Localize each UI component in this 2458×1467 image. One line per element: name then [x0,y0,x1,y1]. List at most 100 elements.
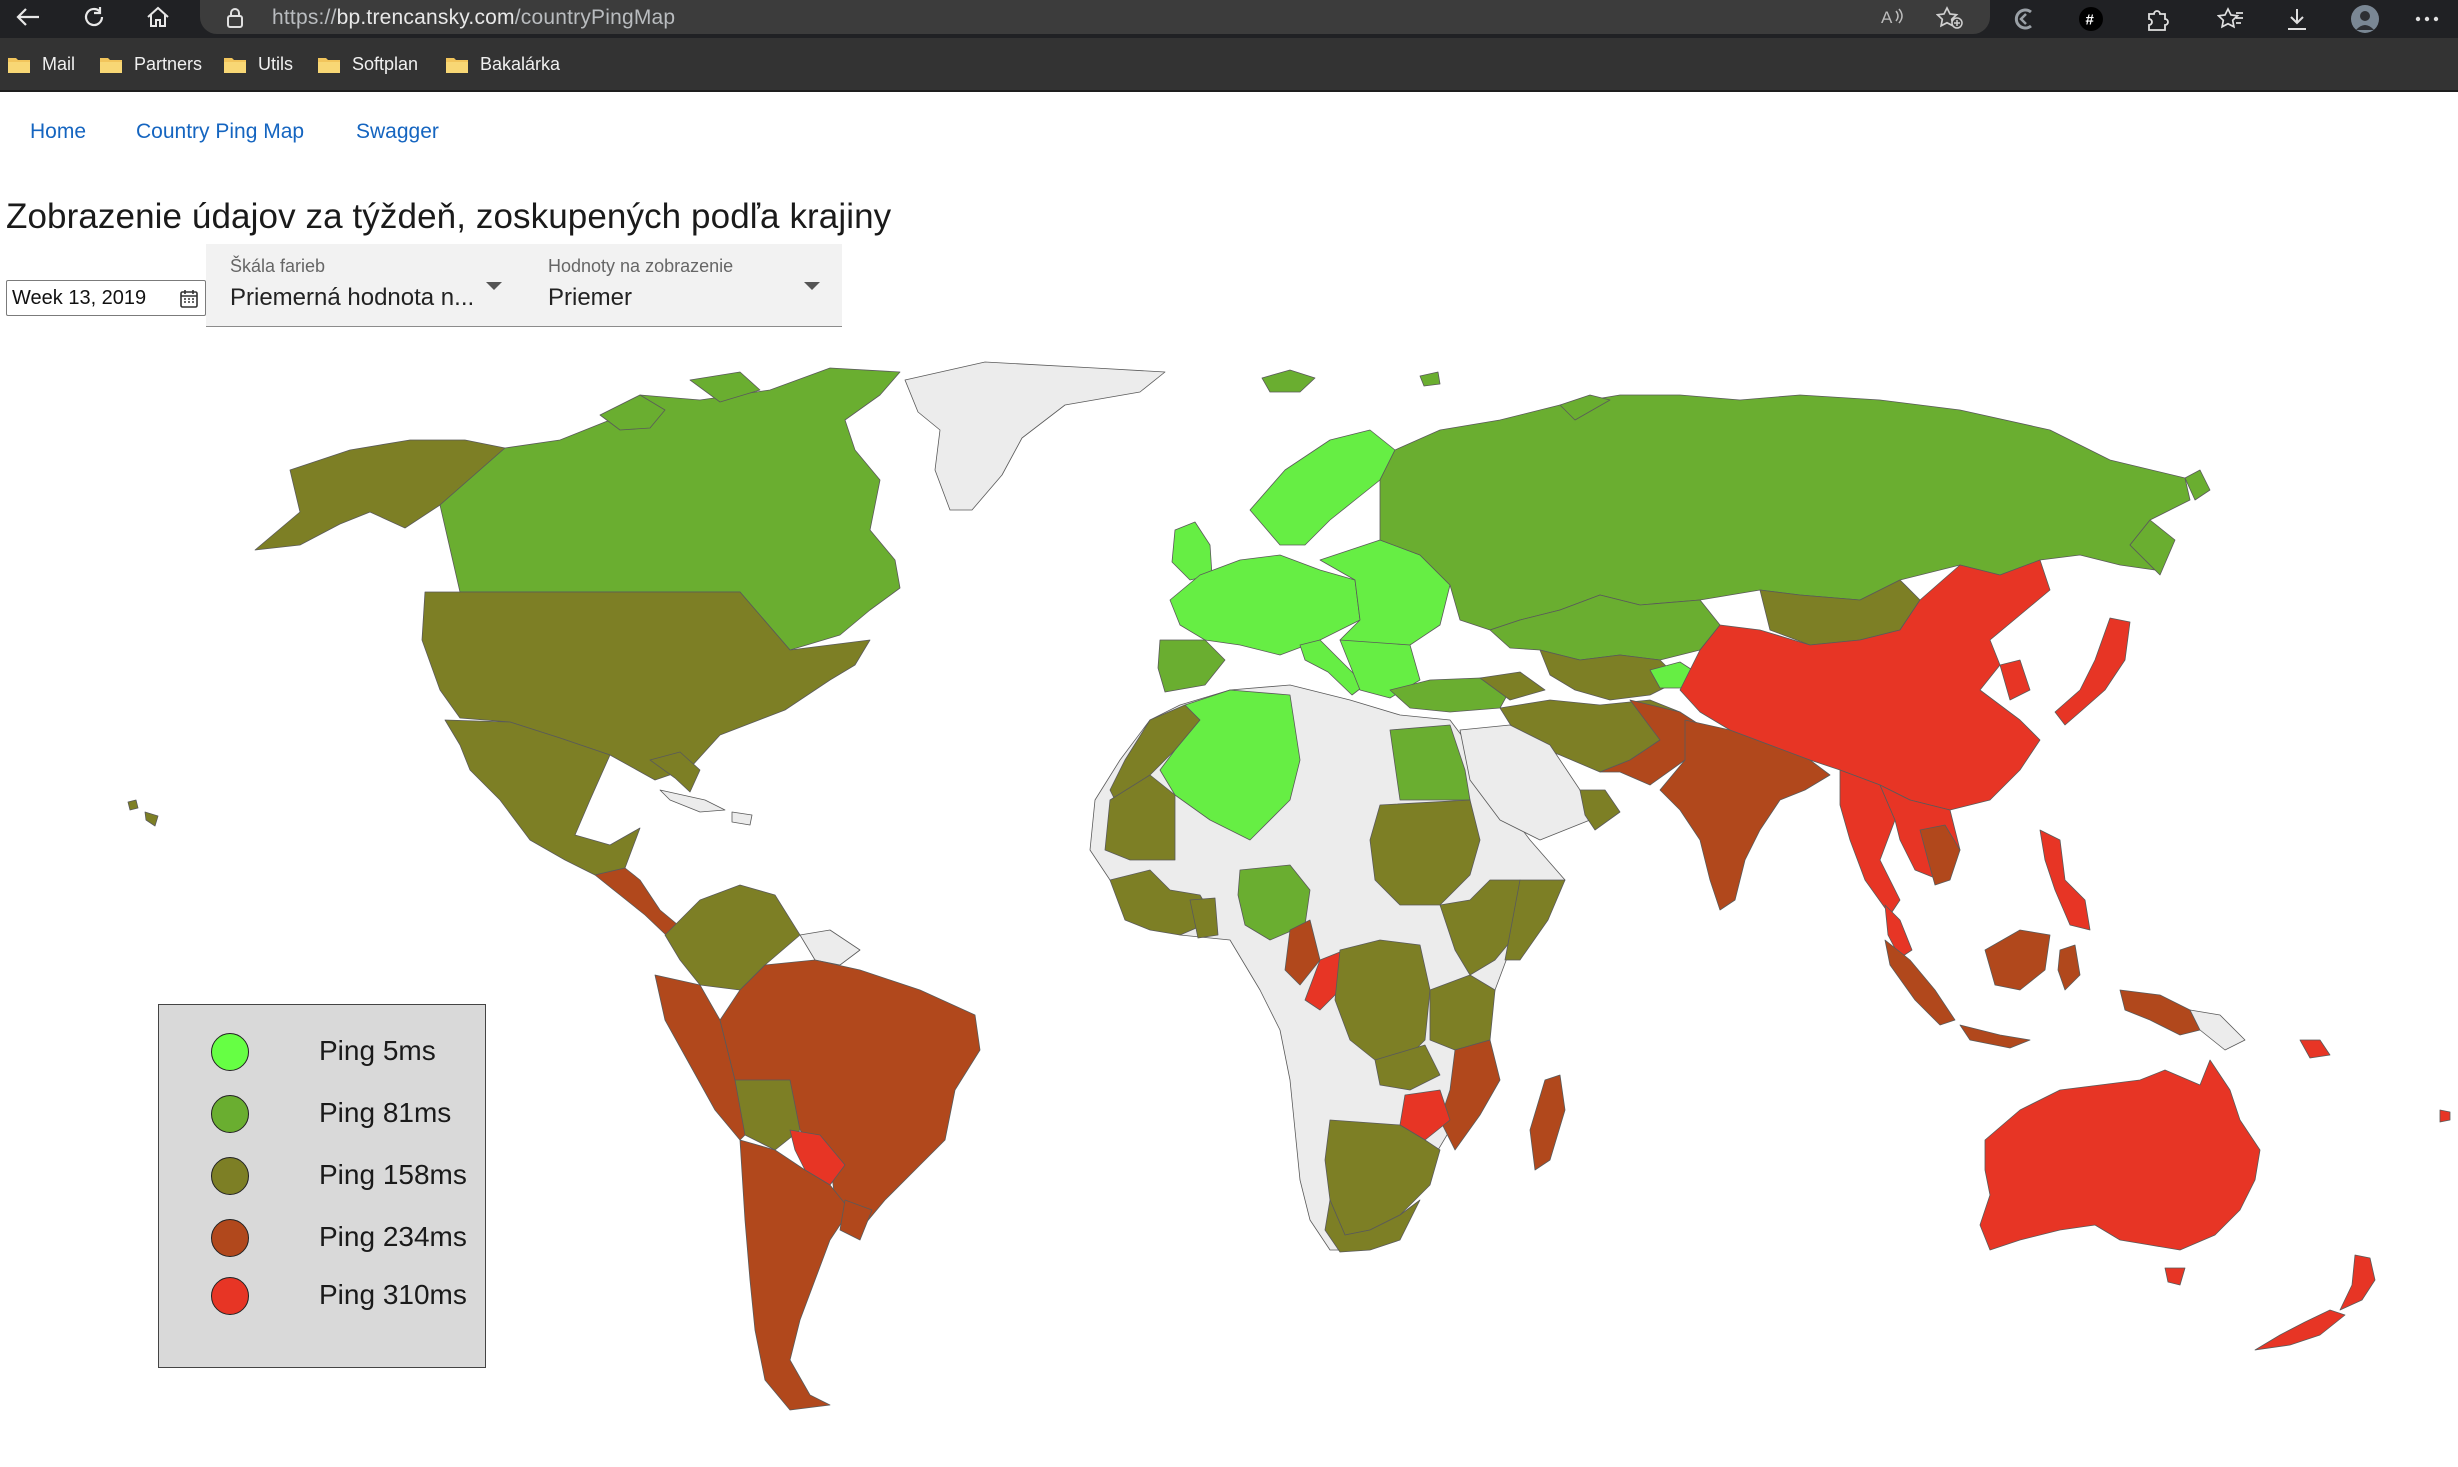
region-argentina-chile[interactable] [739,1139,851,1411]
region-borneo[interactable] [1984,929,2051,991]
region-hawaii[interactable] [144,811,159,827]
region-iberia[interactable] [1157,639,1226,693]
region-mozambique[interactable] [1439,1039,1501,1151]
region-bolivia[interactable] [734,1079,801,1151]
read-aloud-icon[interactable]: A [1880,6,1906,28]
region-oman[interactable] [1579,789,1621,831]
address-bar[interactable]: https://bp.trencansky.com/countryPingMap… [200,0,1990,34]
folder-icon [318,57,340,73]
region-south-africa[interactable] [1324,1199,1421,1253]
region-usa-florida[interactable] [649,751,701,793]
region-korea[interactable] [1999,659,2031,701]
region-guianas[interactable] [799,929,861,966]
region-russia-chukotka[interactable] [2184,469,2211,501]
region-pacific-islands[interactable] [2439,1109,2451,1123]
region-svalbard[interactable] [1419,371,1441,387]
nav-link-swagger[interactable]: Swagger [356,120,439,143]
refresh-button[interactable] [68,0,120,34]
region-zambia[interactable] [1374,1044,1441,1091]
region-new-zealand[interactable] [2339,1254,2376,1311]
region-turkey[interactable] [1389,677,1511,713]
region-china[interactable] [1679,559,2051,811]
bookmark-folder-mail[interactable]: Mail [8,52,75,76]
region-ghana[interactable] [1189,897,1219,939]
region-philippines[interactable] [2039,829,2091,931]
region-canada-arctic-islands[interactable] [599,394,666,431]
more-menu-button[interactable] [2410,4,2444,34]
back-button[interactable] [2,0,54,34]
region-egypt[interactable] [1389,724,1471,801]
folder-icon [446,57,468,73]
region-hawaii[interactable] [127,799,139,811]
region-gabon-cameroon[interactable] [1284,919,1321,986]
color-scale-label: Škála farieb [230,256,326,276]
region-pakistan[interactable] [1599,699,1701,786]
region-uruguay[interactable] [839,1199,873,1241]
region-mexico[interactable] [444,719,641,876]
extension-c-button[interactable] [2008,4,2042,34]
hashtag-extension-button[interactable]: # [2074,4,2108,34]
region-nigeria[interactable] [1237,864,1311,941]
region-japan[interactable] [2054,617,2131,726]
avatar [2351,5,2379,33]
bookmark-folder-utils[interactable]: Utils [224,52,293,76]
bookmark-folder-partners[interactable]: Partners [100,52,202,76]
region-tasmania[interactable] [2164,1267,2186,1286]
region-laos[interactable] [1919,824,1961,886]
region-sulawesi[interactable] [2057,944,2081,991]
page-title: Zobrazenie údajov za týždeň, zoskupených… [6,197,892,237]
calendar-icon[interactable] [179,289,199,309]
profile-button[interactable] [2348,4,2382,34]
region-malay-peninsula[interactable] [1884,904,1913,959]
region-colombia-venezuela[interactable] [664,884,801,991]
region-australia[interactable] [1979,1059,2261,1251]
home-button[interactable] [132,0,184,34]
region-italy[interactable] [1299,639,1366,696]
region-png[interactable] [2189,1009,2246,1051]
week-value: Week 13, 2019 [12,287,147,309]
region-caucasus[interactable] [1479,671,1546,701]
bookmark-folder-softplan[interactable]: Softplan [318,52,418,76]
region-central-america[interactable] [594,867,679,936]
nav-link-home[interactable]: Home [30,120,87,143]
display-values-value: Priemer [548,284,633,311]
bookmark-label: Softplan [352,53,419,74]
week-picker-input[interactable]: Week 13, 2019 [6,280,206,316]
svg-text:#: # [2086,12,2095,29]
region-mauritania[interactable] [1104,774,1176,861]
region-iceland[interactable] [1261,369,1316,393]
downloads-button[interactable] [2280,4,2314,34]
region-sumatra[interactable] [1884,939,1956,1026]
display-values-select[interactable]: Hodnoty na zobrazenie Priemer [524,244,842,327]
ping-legend: Ping 5ms Ping 81ms Ping 158ms Ping 234ms… [158,1004,486,1368]
bookmark-folder-bakalarka[interactable]: Bakalárka [446,52,560,76]
region-greenland[interactable] [904,361,1166,511]
region-java[interactable] [1959,1024,2031,1049]
region-caribbean[interactable] [731,811,753,826]
region-tanzania[interactable] [1429,974,1496,1051]
region-scandinavia[interactable] [1249,429,1396,546]
color-scale-select[interactable]: Škála farieb Priemerná hodnota n... [206,244,524,327]
region-somalia[interactable] [1504,879,1566,961]
region-pacific-islands[interactable] [2299,1039,2331,1059]
region-madagascar[interactable] [1529,1074,1566,1171]
puzzle-icon [2148,10,2169,31]
region-zimbabwe[interactable] [1399,1089,1451,1141]
legend-label: Ping 81ms [319,1097,452,1128]
collections-icon [2014,8,2032,30]
nav-link-country-ping-map[interactable]: Country Ping Map [136,120,305,143]
region-russia-kamchatka[interactable] [2129,519,2176,576]
extensions-button[interactable] [2140,4,2174,34]
region-caribbean[interactable] [659,789,726,813]
favorites-button[interactable] [2214,4,2248,34]
world-ping-map [127,361,2451,1411]
region-algeria[interactable] [1159,689,1301,841]
region-alaska[interactable] [254,439,506,551]
region-uk-ireland[interactable] [1171,521,1213,581]
region-canada-arctic-islands[interactable] [689,371,761,403]
region-new-zealand[interactable] [2254,1309,2346,1351]
display-values-label: Hodnoty na zobrazenie [548,256,734,276]
region-new-guinea[interactable] [2119,989,2201,1036]
add-favorite-icon[interactable] [1936,6,1964,30]
region-russia-novaya-zemlya[interactable] [1559,394,1611,421]
